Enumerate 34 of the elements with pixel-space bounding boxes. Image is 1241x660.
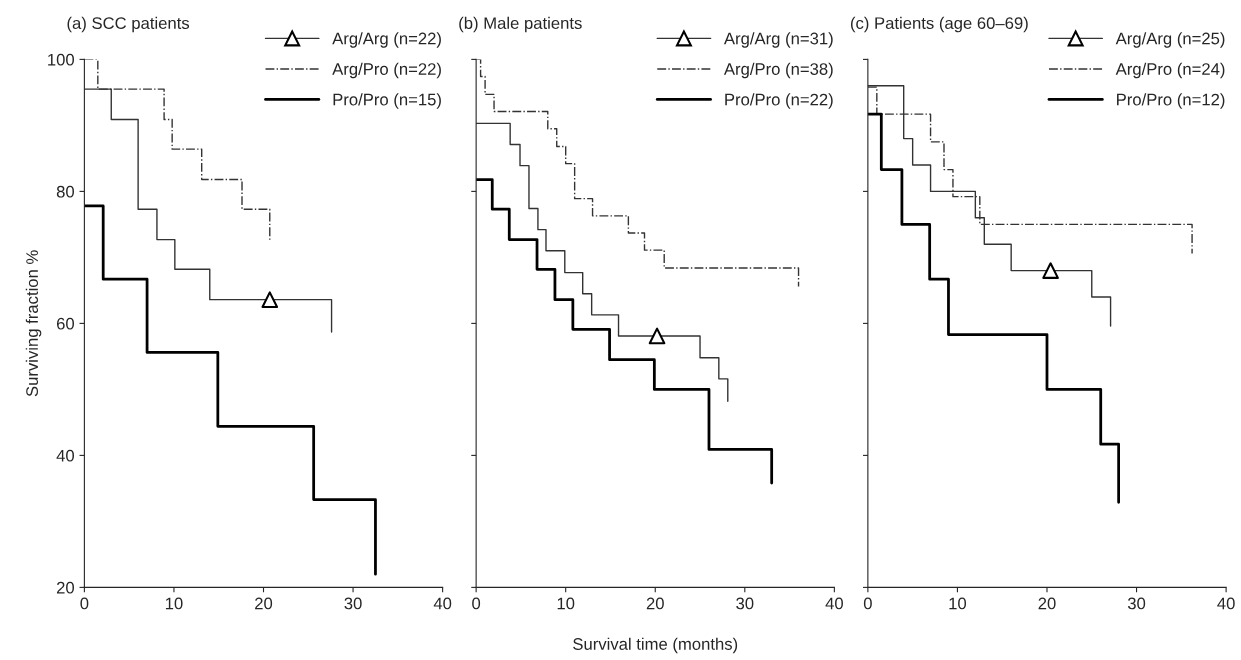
legend-label: Arg/Pro (n=24) — [1115, 62, 1225, 79]
legend-label: Arg/Pro (n=38) — [723, 62, 833, 79]
y-tick-label: 80 — [56, 185, 75, 198]
chart-title: (c) Patients (age 60–69) — [850, 16, 1028, 33]
y-axis-title: Surviving fraction % — [25, 250, 42, 397]
x-tick-label: 10 — [557, 597, 575, 610]
x-tick-label: 0 — [863, 597, 872, 610]
x-tick-label: 40 — [825, 597, 843, 610]
x-tick-label: 20 — [646, 597, 664, 610]
legend-label: Pro/Pro (n=22) — [725, 93, 833, 109]
legend-label: Arg/Arg (n=22) — [332, 32, 441, 48]
x-tick-label: 10 — [949, 597, 967, 610]
legend-label: Arg/Arg (n=31) — [723, 32, 833, 48]
x-tick-label: 0 — [472, 597, 481, 610]
x-tick-label: 30 — [1127, 597, 1146, 610]
x-tick-label: 0 — [80, 597, 89, 610]
x-tick-label: 10 — [165, 597, 183, 610]
x-tick-label: 30 — [344, 597, 362, 610]
y-tick-label: 40 — [56, 449, 75, 462]
x-tick-label: 20 — [255, 597, 273, 610]
legend-label: Arg/Pro (n=22) — [332, 62, 441, 79]
legend-label: Arg/Arg (n=25) — [1115, 32, 1225, 48]
legend-label: Pro/Pro (n=15) — [333, 93, 441, 109]
x-tick-label: 40 — [1217, 597, 1235, 610]
legend-label: Pro/Pro (n=12) — [1117, 93, 1225, 109]
x-axis-title: Survival time (months) — [573, 637, 738, 654]
x-tick-label: 20 — [1038, 597, 1056, 610]
x-tick-label: 30 — [736, 597, 754, 610]
y-tick-label: 60 — [56, 317, 75, 330]
chart-title: (b) Male patients — [459, 16, 582, 33]
y-tick-label: 20 — [56, 581, 75, 594]
y-tick-label: 100 — [48, 53, 75, 66]
x-tick-label: 40 — [433, 597, 452, 610]
chart-title: (a) SCC patients — [67, 16, 190, 33]
